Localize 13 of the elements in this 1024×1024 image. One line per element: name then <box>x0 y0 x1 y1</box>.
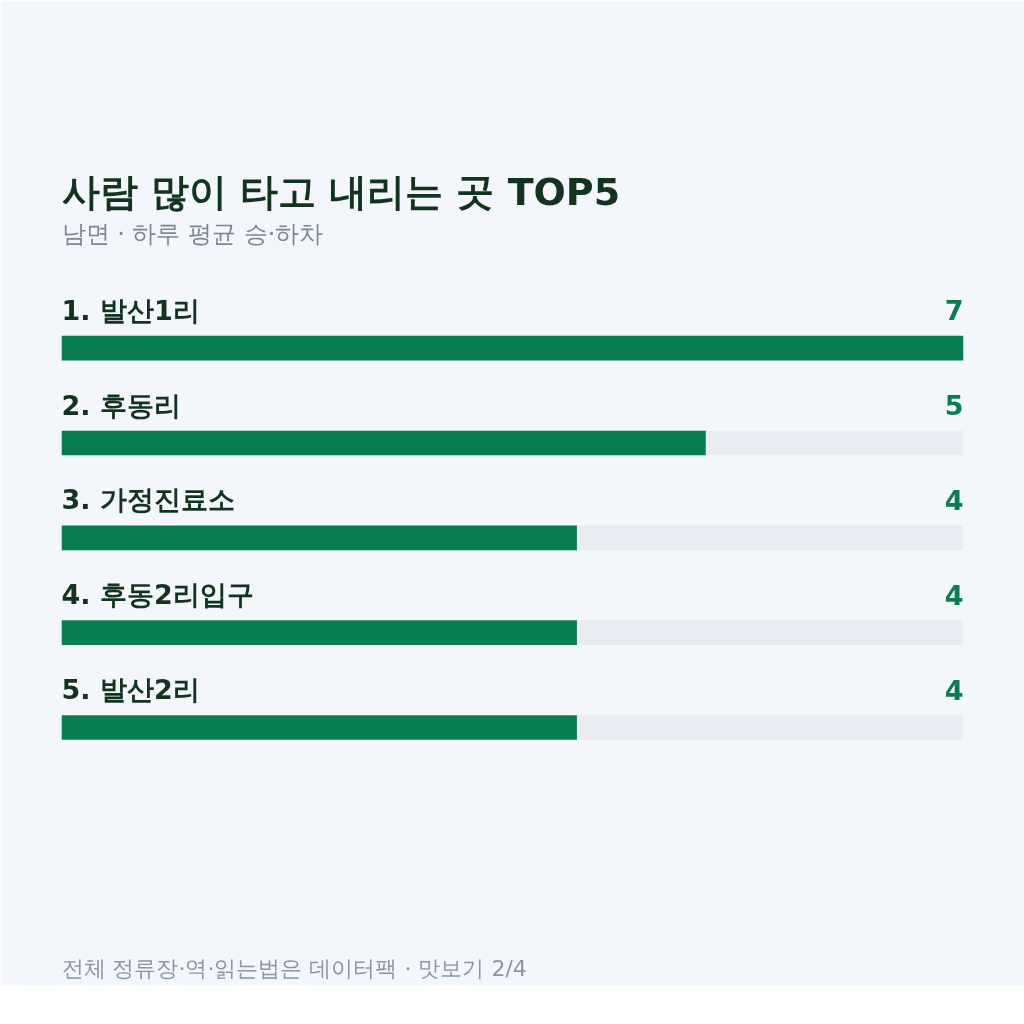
y-tick-label: 3. 가정진료소 <box>61 484 235 516</box>
data-label: 5 <box>944 390 964 422</box>
y-tick-label: 1. 발산1리 <box>61 294 200 326</box>
data-label: 4 <box>944 484 964 516</box>
data-label: 7 <box>944 295 964 327</box>
chart-title: 사람 많이 타고 내리는 곳 TOP5 <box>61 169 621 214</box>
data-label: 4 <box>944 579 964 611</box>
text: 전체 정류장·역·읽는법은 데이터팩 · 맛보기 2/4 <box>61 955 527 981</box>
y-tick-label: 4. 후동2리입구 <box>61 579 254 611</box>
y-tick-label: 2. 후동리 <box>61 389 181 421</box>
data-label: 4 <box>944 674 964 706</box>
chart-subtitle: 남면 · 하루 평균 승·하차 <box>61 219 324 248</box>
y-tick-label: 5. 발산2리 <box>61 674 200 706</box>
